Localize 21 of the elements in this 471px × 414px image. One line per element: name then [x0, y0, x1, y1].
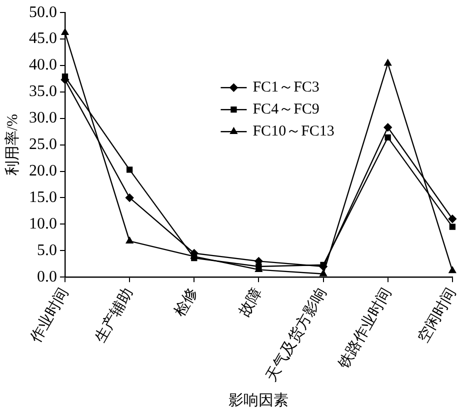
- y-tick-label: 30.0: [29, 110, 57, 127]
- x-tick-label: 作业时间: [26, 285, 72, 346]
- y-tick-label: 35.0: [29, 83, 57, 100]
- y-tick-label: 50.0: [29, 4, 57, 21]
- y-tick-label: 20.0: [29, 162, 57, 180]
- legend-label: FC10～FC13: [252, 124, 334, 140]
- x-axis-title: 影响因素: [228, 392, 289, 409]
- y-tick-label: 25.0: [29, 136, 57, 154]
- y-axis-title: 利用率/%: [4, 114, 21, 176]
- x-tick-label: 生产辅助: [92, 285, 136, 346]
- y-tick-label: 0.0: [37, 268, 57, 286]
- y-tick-label: 45.0: [29, 30, 57, 48]
- y-tick-label: 40.0: [29, 56, 57, 74]
- legend-label: FC1～FC3: [252, 80, 320, 96]
- y-tick-label: 10.0: [29, 215, 57, 232]
- legend-label: FC4～FC9: [252, 102, 320, 118]
- y-tick-label: 5.0: [37, 242, 57, 259]
- x-tick-label: 检修: [171, 285, 202, 320]
- x-tick-label: 空闲时间: [414, 285, 460, 346]
- x-tick-label: 铁路作业时间: [334, 285, 395, 372]
- y-tick-label: 15.0: [29, 188, 57, 206]
